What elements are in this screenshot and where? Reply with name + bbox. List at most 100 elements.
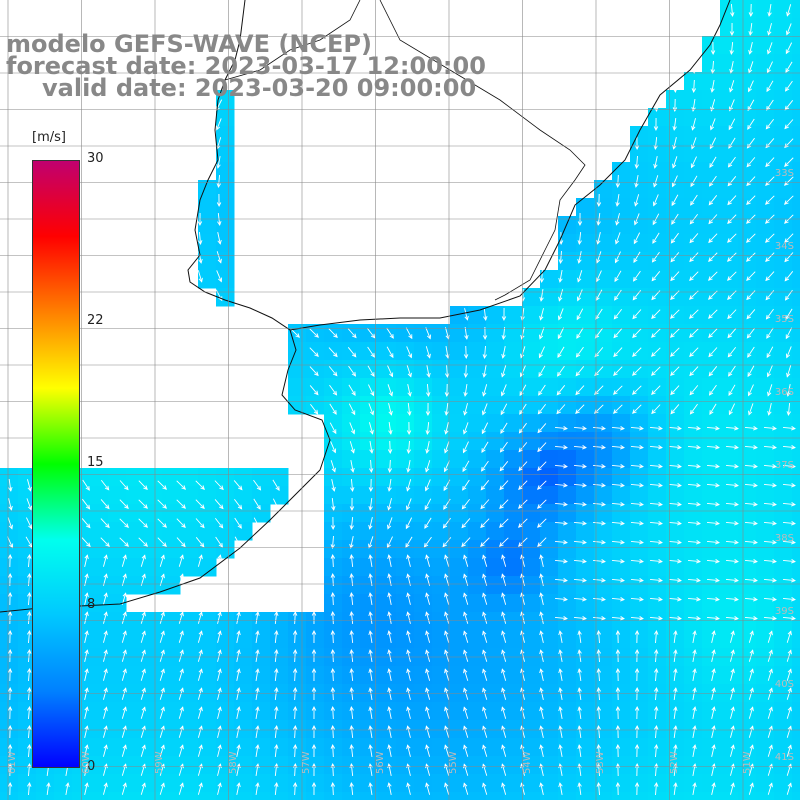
wind-speed-cell: [522, 576, 541, 595]
wind-arrow: [482, 384, 488, 397]
wind-arrow: [119, 537, 130, 547]
wind-speed-cell: [414, 558, 433, 577]
wind-speed-cell: [630, 522, 649, 541]
wind-arrow: [748, 763, 754, 776]
wind-arrow: [368, 459, 374, 473]
wind-speed-cell: [306, 396, 325, 415]
wind-arrow: [786, 744, 792, 757]
wind-arrow: [387, 687, 392, 700]
wind-arrow: [349, 592, 354, 606]
wind-arrow: [197, 649, 203, 662]
wind-speed-cell: [720, 720, 739, 739]
wind-arrow: [274, 630, 279, 644]
wind-arrow: [464, 308, 469, 321]
wind-arrow: [330, 535, 335, 549]
wind-arrow: [615, 706, 621, 720]
wind-speed-cell: [540, 324, 559, 343]
wind-arrow: [520, 649, 525, 662]
wind-speed-cell: [684, 360, 703, 379]
wind-speed-cell: [666, 126, 685, 145]
wind-arrow: [159, 763, 165, 776]
wind-arrow: [84, 649, 89, 662]
wind-arrow: [349, 630, 354, 644]
wind-arrow: [217, 668, 222, 681]
wind-arrow: [330, 668, 336, 682]
wind-arrow: [634, 782, 640, 796]
wind-speed-cell: [180, 666, 199, 685]
wind-arrow: [463, 345, 469, 359]
wind-arrow: [556, 404, 566, 415]
wind-speed-cell: [792, 234, 800, 253]
wind-speed-cell: [108, 792, 127, 800]
wind-arrow: [349, 782, 354, 796]
wind-speed-cell: [774, 540, 793, 559]
wind-speed-cell: [666, 252, 685, 271]
wind-arrow: [26, 517, 33, 530]
wind-speed-cell: [360, 450, 379, 469]
wind-arrow: [577, 782, 582, 796]
wind-speed-cell: [540, 288, 559, 307]
wind-speed-cell: [180, 774, 199, 793]
wind-arrow: [425, 460, 431, 473]
wind-arrow: [520, 630, 525, 643]
forecast-date: forecast date: 2023-03-17 12:00:00: [6, 52, 486, 80]
wind-speed-cell: [432, 576, 451, 595]
wind-speed-cell: [504, 324, 523, 343]
wind-speed-cell: [756, 432, 775, 451]
wind-speed-cell: [738, 792, 757, 800]
wind-arrow: [727, 309, 737, 320]
wind-speed-cell: [774, 504, 793, 523]
wind-speed-cell: [792, 252, 800, 271]
wind-speed-cell: [504, 666, 523, 685]
wind-speed-cell: [738, 36, 757, 55]
wind-arrow: [499, 499, 509, 510]
wind-arrow: [253, 517, 261, 530]
wind-speed-cell: [630, 594, 649, 613]
wind-speed-cell: [0, 612, 19, 631]
wind-arrow: [670, 252, 680, 263]
wind-arrow: [782, 597, 796, 602]
wind-speed-cell: [396, 612, 415, 631]
wind-arrow: [630, 559, 644, 564]
wind-speed-cell: [378, 342, 397, 361]
wind-arrow: [763, 464, 777, 469]
wind-arrow: [369, 441, 374, 454]
wind-arrow: [425, 592, 431, 605]
wind-speed-cell: [630, 252, 649, 271]
wind-speed-cell: [576, 342, 595, 361]
wind-speed-cell: [450, 594, 469, 613]
wind-arrow: [481, 441, 489, 454]
wind-arrow: [687, 483, 701, 488]
wind-arrow: [615, 649, 621, 663]
wind-arrow: [328, 328, 338, 339]
wind-arrow: [425, 763, 431, 776]
wind-arrow: [689, 366, 699, 377]
wind-speed-cell: [792, 270, 800, 289]
wind-arrow: [517, 518, 528, 528]
wind-arrow: [747, 346, 755, 358]
wind-arrow: [348, 384, 356, 396]
wind-speed-cell: [720, 360, 739, 379]
latitude-label: 34S: [774, 241, 794, 252]
wind-arrow: [596, 668, 601, 682]
wind-speed-cell: [702, 702, 721, 721]
wind-arrow: [197, 763, 203, 776]
wind-speed-cell: [720, 612, 739, 631]
wind-speed-cell: [306, 360, 325, 379]
wind-speed-cell: [522, 738, 541, 757]
wind-speed-cell: [630, 756, 649, 775]
wind-arrow: [464, 326, 469, 340]
wind-speed-cell: [540, 756, 559, 775]
wind-speed-cell: [396, 738, 415, 757]
wind-speed-cell: [648, 396, 667, 415]
wind-speed-cell: [666, 288, 685, 307]
wind-arrow: [596, 782, 601, 796]
wind-speed-cell: [684, 756, 703, 775]
wind-arrow: [654, 98, 659, 112]
wind-speed-cell: [738, 72, 757, 91]
wind-arrow: [480, 499, 490, 510]
wind-arrow: [520, 782, 525, 795]
wind-arrow: [217, 744, 222, 757]
wind-speed-cell: [648, 414, 667, 433]
wind-arrow: [406, 687, 411, 700]
